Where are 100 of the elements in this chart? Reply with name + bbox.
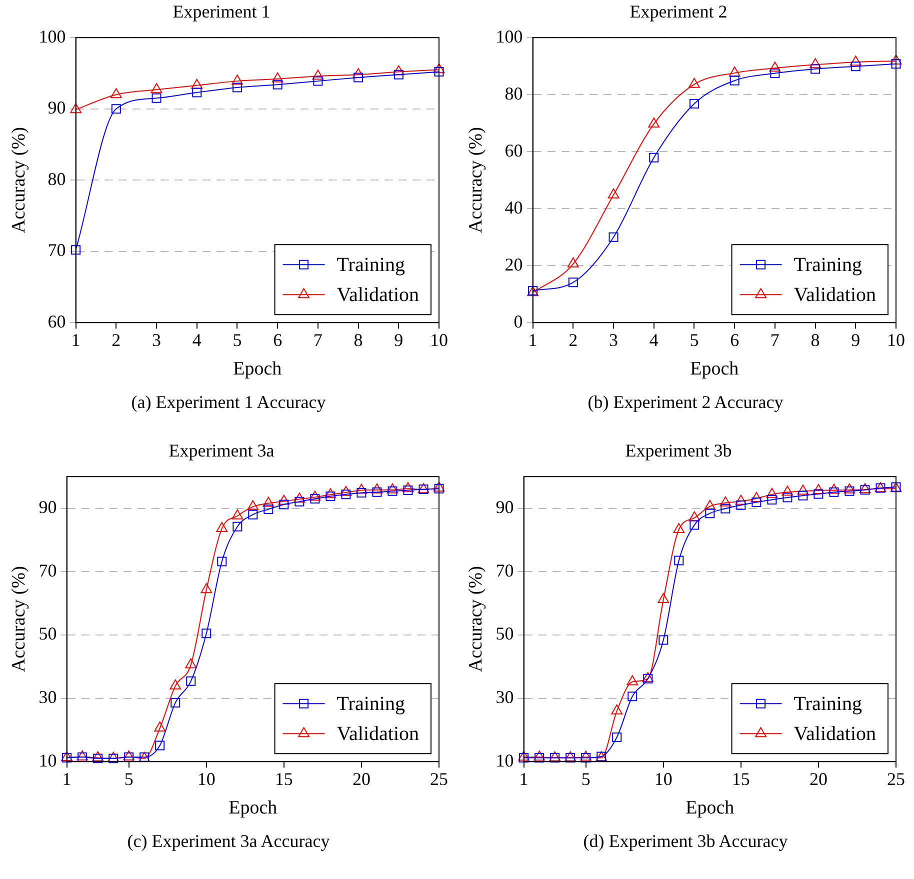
y-tick-label: 60 (504, 140, 523, 160)
point (626, 675, 638, 686)
x-tick-label: 8 (354, 330, 363, 350)
x-tick-label: 1 (71, 330, 80, 350)
y-axis-title: Accuracy (%) (465, 566, 486, 672)
point (248, 510, 258, 520)
point (828, 484, 840, 494)
point (782, 486, 794, 496)
legend-label: Training (794, 692, 862, 715)
point (690, 520, 700, 530)
point (310, 494, 320, 504)
legend-label: Training (336, 254, 405, 276)
point (62, 753, 72, 763)
point (371, 483, 383, 494)
text: (d) Experiment 3b Accuracy (582, 831, 789, 852)
point (150, 83, 162, 94)
x-axis-title: Epoch (228, 798, 278, 819)
point (770, 68, 780, 78)
x-tick-label: 4 (649, 330, 658, 350)
point (92, 751, 104, 762)
x-tick-label: 9 (394, 330, 404, 350)
x-tick-label: 3 (609, 330, 618, 350)
point (200, 583, 212, 594)
point (782, 492, 792, 502)
y-tick-label: 90 (496, 497, 514, 517)
x-tick-label: 10 (197, 769, 216, 790)
x-tick-label: 10 (430, 330, 448, 350)
y-tick-label: 0 (514, 311, 523, 332)
point (810, 64, 820, 74)
point (829, 487, 839, 497)
point (798, 490, 808, 500)
point (735, 494, 747, 505)
point (730, 76, 740, 86)
point (294, 496, 304, 506)
point (581, 753, 591, 763)
point (294, 492, 306, 503)
x-tick-label: 10 (654, 769, 672, 790)
legend-label: Validation (794, 284, 876, 306)
chart-title: Experiment 1 (172, 2, 270, 22)
x-tick-label: 7 (313, 330, 322, 350)
point (232, 82, 242, 92)
x-tick-label: 2 (112, 330, 121, 350)
y-tick-label: 80 (48, 168, 66, 189)
point (232, 74, 243, 85)
point (185, 658, 197, 668)
point (326, 491, 336, 501)
point (111, 104, 121, 114)
point (202, 628, 212, 638)
point (658, 592, 670, 603)
point (232, 522, 242, 532)
point (649, 152, 659, 162)
x-axis-title: Epoch (233, 358, 282, 380)
point (309, 490, 321, 501)
x-axis-title: Epoch (686, 798, 735, 819)
x-tick-label: 20 (352, 769, 370, 790)
point (580, 750, 592, 761)
point (658, 635, 668, 645)
point (272, 80, 282, 90)
point (388, 486, 398, 496)
point (356, 484, 368, 494)
x-tick-label: 5 (232, 330, 242, 350)
point (272, 72, 284, 82)
chart-title: Experiment 3b (625, 440, 732, 461)
legend-label: Validation (336, 284, 420, 306)
x-tick-label: 3 (152, 330, 162, 350)
point (674, 556, 684, 566)
x-tick-label: 2 (568, 330, 578, 350)
point (812, 484, 824, 494)
y-tick-label: 60 (48, 311, 66, 332)
x-tick-label: 9 (851, 330, 860, 350)
x-tick-label: 1 (528, 330, 538, 350)
point (262, 496, 274, 507)
y-tick-label: 10 (496, 750, 514, 770)
point (434, 67, 444, 77)
point (191, 78, 203, 89)
point (313, 76, 323, 86)
point (217, 556, 227, 566)
point (170, 698, 180, 708)
point (155, 740, 165, 750)
point (264, 504, 274, 514)
y-tick-label: 100 (38, 26, 66, 46)
y-tick-label: 30 (38, 687, 57, 707)
point (767, 494, 777, 504)
chart-title: Experiment 2 (630, 2, 728, 22)
text: (a) Experiment 1 Accuracy (130, 392, 327, 413)
x-tick-label: 20 (809, 769, 828, 790)
y-axis-title: Accuracy (%) (8, 566, 30, 672)
y-tick-label: 70 (48, 240, 66, 260)
point (844, 486, 854, 496)
point (372, 487, 382, 497)
legend-label: Validation (794, 722, 876, 745)
point (392, 65, 404, 76)
y-tick-label: 90 (38, 497, 57, 517)
x-tick-label: 25 (430, 769, 448, 790)
point (797, 484, 809, 495)
point (750, 492, 762, 502)
point (312, 70, 324, 80)
point (704, 500, 716, 510)
point (356, 488, 366, 498)
y-tick-label: 70 (38, 560, 57, 580)
